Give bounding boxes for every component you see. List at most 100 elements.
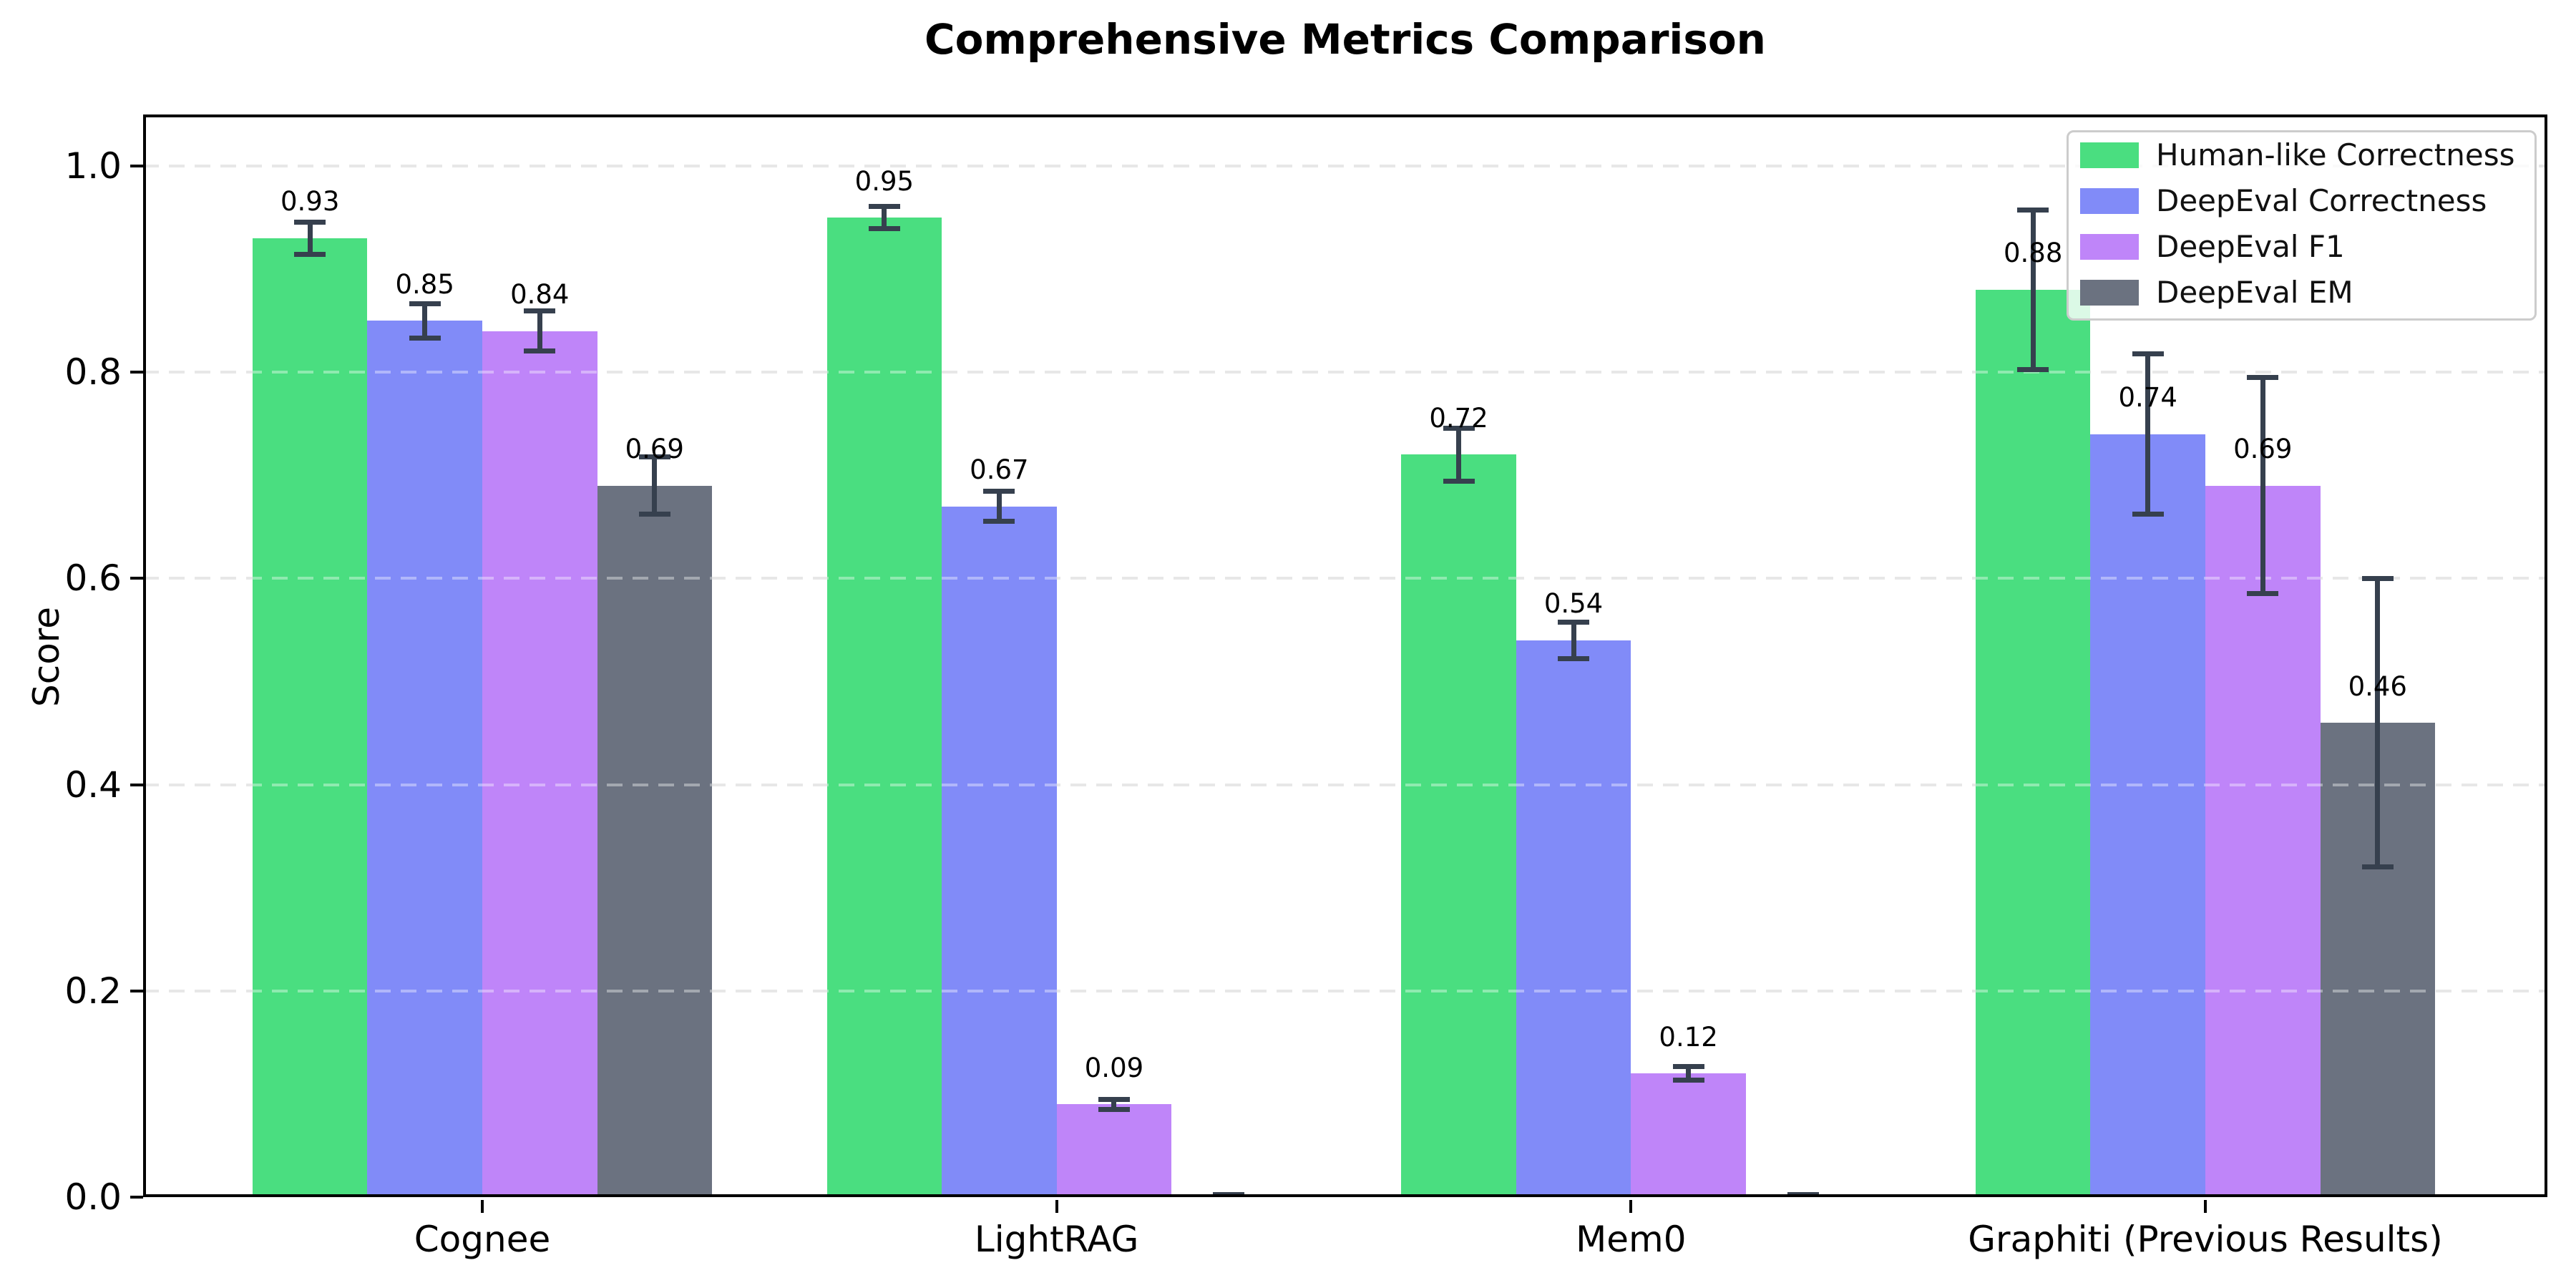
error-bar-cap	[868, 204, 900, 210]
bar	[2205, 485, 2321, 1197]
error-bar-cap	[294, 219, 326, 225]
y-tick	[130, 783, 143, 786]
bar	[826, 218, 942, 1197]
error-bar-cap	[2132, 512, 2164, 517]
y-tick	[130, 165, 143, 167]
error-bar-cap	[638, 512, 670, 517]
legend-label: Human-like Correctness	[2156, 137, 2515, 172]
bar	[1631, 1073, 1746, 1197]
x-tick	[2204, 1200, 2207, 1213]
error-bar	[307, 221, 313, 255]
bar	[1516, 640, 1631, 1197]
x-tick-label: Cognee	[414, 1219, 551, 1260]
legend-item: DeepEval Correctness	[2080, 178, 2487, 224]
bar-value-label: 0.72	[1429, 403, 1488, 434]
error-bar	[2030, 209, 2036, 371]
bar-value-label: 0.54	[1543, 588, 1604, 620]
gridline	[143, 371, 2547, 374]
error-bar	[1456, 428, 1462, 482]
legend-swatch	[2080, 142, 2139, 168]
y-tick-label: 0.4	[64, 763, 122, 806]
bar-value-label: 0.09	[1084, 1052, 1144, 1083]
legend-label: DeepEval Correctness	[2156, 183, 2487, 218]
error-bar-cap	[1443, 478, 1475, 484]
bar	[1401, 454, 1516, 1197]
bar	[1975, 289, 2091, 1197]
bar	[252, 238, 368, 1197]
x-tick	[1629, 1200, 1633, 1213]
y-tick	[130, 577, 143, 580]
bar-value-label: 0.88	[2004, 238, 2063, 269]
error-bar-cap	[983, 519, 1015, 525]
bar-value-label: 0.46	[2348, 670, 2407, 702]
error-bar	[422, 303, 428, 338]
error-bar-cap	[2132, 351, 2164, 357]
error-bar	[1571, 621, 1576, 659]
legend-label: DeepEval F1	[2156, 229, 2345, 264]
error-bar	[2145, 353, 2151, 515]
legend-swatch	[2080, 188, 2139, 214]
error-bar-cap	[524, 308, 556, 313]
legend-label: DeepEval EM	[2156, 275, 2353, 310]
error-bar-cap	[1213, 1191, 1245, 1197]
y-tick-label: 0.6	[64, 557, 122, 600]
error-bar-cap	[638, 454, 670, 460]
error-bar	[1111, 1099, 1117, 1110]
error-bar-cap	[409, 301, 441, 306]
error-bar-cap	[2361, 864, 2394, 869]
legend-item: DeepEval F1	[2080, 224, 2345, 270]
y-tick-label: 1.0	[64, 145, 122, 187]
error-bar-cap	[983, 488, 1015, 494]
gridline-overlay	[143, 783, 2547, 786]
x-tick	[1055, 1200, 1058, 1213]
error-bar-cap	[2017, 207, 2049, 213]
error-bar-cap	[2247, 375, 2279, 381]
bar-value-label: 0.12	[1659, 1021, 1718, 1053]
y-tick	[130, 371, 143, 374]
bar	[1056, 1104, 1172, 1197]
chart-title: Comprehensive Metrics Comparison	[924, 15, 1766, 64]
error-bar	[882, 206, 887, 229]
error-bar	[996, 490, 1002, 522]
bar	[367, 321, 482, 1197]
error-bar-cap	[1672, 1078, 1704, 1083]
bar	[2090, 434, 2205, 1197]
bar-value-label: 0.67	[970, 454, 1029, 486]
gridline	[143, 577, 2547, 580]
gridline-overlay	[143, 165, 2547, 167]
error-bar-cap	[1443, 426, 1475, 431]
gridline	[143, 989, 2547, 992]
bar-value-label: 0.69	[2233, 434, 2293, 465]
error-bar-cap	[2247, 591, 2279, 596]
error-bar-cap	[524, 348, 556, 354]
error-bar	[537, 310, 542, 352]
bar-value-label: 0.84	[510, 279, 570, 311]
gridline-overlay	[143, 371, 2547, 374]
bar-value-label: 0.74	[2118, 382, 2177, 414]
error-bar	[652, 457, 658, 515]
error-bar-cap	[1098, 1106, 1130, 1112]
y-tick	[130, 1196, 143, 1199]
gridline-overlay	[143, 989, 2547, 992]
bar	[597, 485, 713, 1197]
y-tick-label: 0.0	[64, 1176, 122, 1218]
error-bar-cap	[1672, 1063, 1704, 1069]
x-tick-label: Mem0	[1576, 1219, 1687, 1260]
bar-value-label: 0.85	[395, 268, 454, 300]
y-tick	[130, 989, 143, 992]
legend-swatch	[2080, 234, 2139, 260]
error-bar-cap	[1558, 619, 1590, 625]
legend-item: DeepEval EM	[2080, 270, 2353, 316]
bar-value-label: 0.93	[280, 186, 340, 218]
error-bar-cap	[1098, 1097, 1130, 1103]
gridline	[143, 165, 2547, 167]
error-bar-cap	[2017, 367, 2049, 373]
y-tick-label: 0.8	[64, 351, 122, 394]
error-bar-cap	[868, 225, 900, 231]
bar-value-label: 0.95	[854, 165, 914, 197]
bar-value-label: 0.69	[625, 434, 684, 465]
x-tick-label: LightRAG	[974, 1219, 1139, 1260]
gridline	[143, 783, 2547, 786]
error-bar-cap	[294, 251, 326, 257]
